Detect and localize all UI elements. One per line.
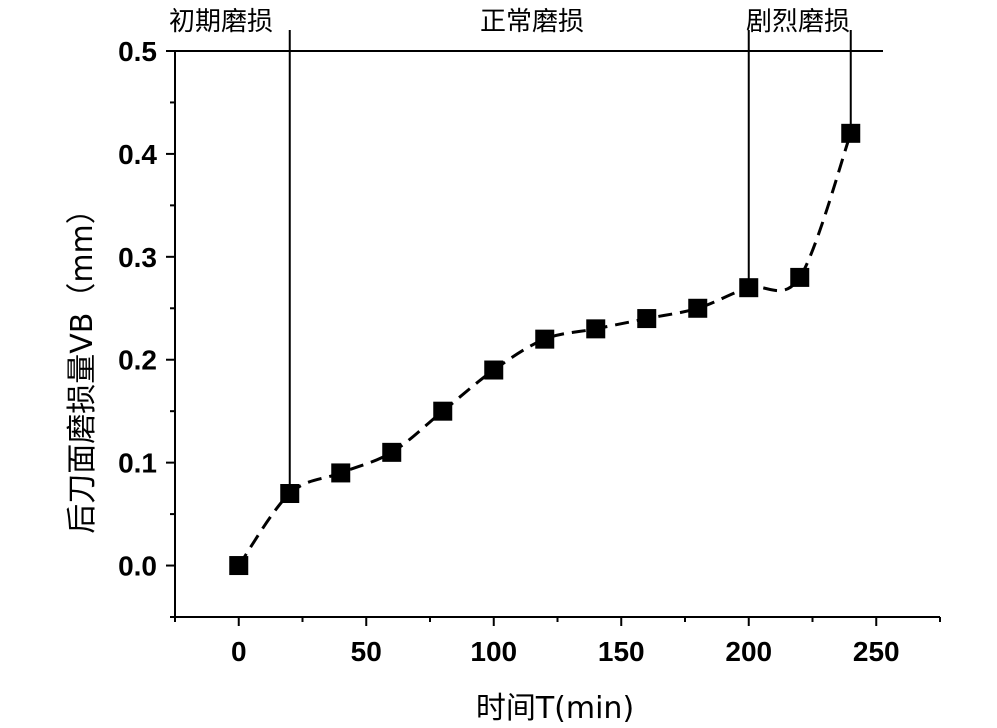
x-tick-label: 200: [725, 636, 772, 667]
series-line: [237, 132, 853, 567]
axes: [166, 50, 941, 626]
x-tick-label: 150: [598, 636, 645, 667]
y-tick-label: 0.3: [118, 242, 157, 273]
y-tick-label: 0.0: [118, 551, 157, 582]
data-point-marker: [331, 463, 351, 483]
x-tick-label: 0: [231, 636, 247, 667]
stage-label-severe: 剧烈磨损: [746, 7, 850, 37]
data-point-marker: [586, 319, 606, 339]
data-point-marker: [382, 442, 402, 462]
y-axis-title: 后刀面磨损量VB（mm）: [65, 194, 100, 534]
y-tick-label: 0.5: [118, 36, 157, 67]
x-tick-label: 100: [470, 636, 517, 667]
data-point-marker: [229, 556, 249, 576]
stage-label-normal: 正常磨损: [480, 7, 584, 37]
data-point-marker: [688, 298, 708, 318]
tick-labels: 0.0 0.1 0.2 0.3 0.4 0.5 0 50 100 150 200 250: [118, 36, 900, 667]
y-tick-label: 0.2: [118, 345, 157, 376]
data-point-marker: [484, 360, 504, 380]
stage-label-initial: 初期磨损: [169, 7, 273, 37]
data-point-marker: [637, 309, 657, 329]
x-tick-label: 250: [853, 636, 900, 667]
x-tick-label: 50: [351, 636, 382, 667]
data-point-marker: [739, 278, 759, 298]
y-tick-label: 0.4: [118, 139, 157, 170]
data-point-marker: [790, 267, 810, 287]
data-point-marker: [841, 123, 861, 143]
data-point-marker: [280, 484, 300, 504]
data-point-marker: [535, 329, 555, 349]
data-point-marker: [433, 401, 453, 421]
plot-area: [229, 123, 861, 576]
annotations: 初期磨损 正常磨损 剧烈磨损: [169, 7, 883, 494]
y-tick-label: 0.1: [118, 448, 157, 479]
x-axis-title: 时间T(min): [476, 691, 634, 726]
